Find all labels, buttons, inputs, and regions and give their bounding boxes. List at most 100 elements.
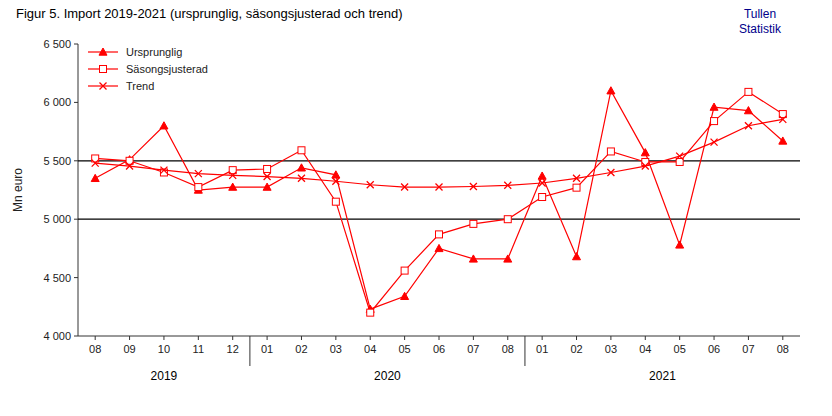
- data-point: [573, 175, 580, 182]
- x-tick-label: 08: [502, 343, 514, 355]
- x-tick: [679, 336, 680, 340]
- x-tick: [782, 336, 783, 340]
- y-tick-label: 4 000: [43, 330, 71, 342]
- data-point: [676, 158, 683, 165]
- data-point: [504, 216, 511, 223]
- x-tick: [542, 336, 543, 340]
- x-tick: [576, 336, 577, 340]
- data-point: [469, 255, 477, 262]
- data-point: [607, 148, 614, 155]
- data-point: [263, 183, 271, 190]
- data-point: [229, 183, 237, 190]
- watermark-line: Statistik: [739, 22, 782, 36]
- watermark: TullenStatistik: [739, 7, 782, 36]
- y-tick: [74, 102, 78, 103]
- group-separator: [524, 336, 525, 366]
- data-point: [332, 198, 339, 205]
- data-point: [676, 153, 683, 160]
- x-tick-label: 10: [158, 343, 170, 355]
- x-tick-label: 11: [193, 343, 204, 355]
- x-tick-label: 05: [398, 343, 410, 355]
- x-tick-label: 01: [261, 343, 273, 355]
- data-point: [436, 184, 443, 191]
- data-point: [401, 292, 409, 299]
- data-point: [160, 167, 167, 174]
- y-tick: [74, 336, 78, 337]
- y-axis-label: Mn euro: [11, 168, 25, 212]
- y-tick-label: 5 500: [43, 155, 71, 167]
- x-tick: [714, 336, 715, 340]
- axes: 4 0004 5005 0005 5006 0006 500Mn euro080…: [11, 38, 800, 383]
- group-label: 2019: [151, 369, 178, 383]
- x-tick-label: 07: [742, 343, 754, 355]
- x-tick: [404, 336, 405, 340]
- x-tick: [335, 336, 336, 340]
- group-separator: [249, 336, 250, 366]
- x-tick-label: 03: [330, 343, 342, 355]
- x-tick: [129, 336, 130, 340]
- x-tick: [198, 336, 199, 340]
- legend-marker: [100, 83, 107, 90]
- x-tick: [301, 336, 302, 340]
- data-point: [195, 170, 202, 177]
- x-tick-label: 06: [433, 343, 445, 355]
- data-point: [676, 241, 684, 248]
- data-point: [538, 172, 546, 179]
- data-point: [92, 160, 99, 167]
- data-point: [298, 175, 305, 182]
- x-tick-label: 05: [674, 343, 686, 355]
- y-tick: [74, 160, 78, 161]
- data-point: [470, 183, 477, 190]
- x-tick-label: 08: [89, 343, 101, 355]
- x-tick: [748, 336, 749, 340]
- data-point: [539, 179, 546, 186]
- data-point: [711, 139, 718, 146]
- data-point: [573, 253, 581, 260]
- group-label: 2021: [649, 369, 676, 383]
- series-line: [95, 92, 783, 313]
- data-point: [779, 137, 787, 144]
- data-point: [298, 147, 305, 154]
- data-point: [607, 87, 615, 94]
- data-point: [710, 103, 718, 110]
- x-tick-label: 12: [227, 343, 239, 355]
- legend-label: Ursprunglig: [126, 46, 182, 58]
- series: [92, 88, 787, 316]
- data-point: [745, 88, 752, 95]
- data-point: [297, 164, 305, 171]
- y-tick: [74, 44, 78, 45]
- data-point: [745, 122, 752, 129]
- x-tick-label: 08: [777, 343, 789, 355]
- data-point: [539, 194, 546, 201]
- chart: Figur 5. Import 2019-2021 (ursprunglig, …: [0, 0, 832, 416]
- data-point: [401, 267, 408, 274]
- reference-line: [78, 219, 800, 220]
- x-tick: [163, 336, 164, 340]
- x-tick-label: 07: [467, 343, 479, 355]
- title: Figur 5. Import 2019-2021 (ursprunglig, …: [16, 6, 403, 21]
- x-tick-label: 01: [536, 343, 548, 355]
- reference-line: [78, 160, 800, 161]
- x-tick: [439, 336, 440, 340]
- x-tick: [473, 336, 474, 340]
- y-tick: [74, 219, 78, 220]
- data-point: [264, 165, 271, 172]
- data-point: [504, 255, 512, 262]
- legend-marker: [100, 66, 107, 73]
- data-point: [779, 116, 786, 123]
- data-point: [504, 182, 511, 189]
- data-point: [607, 169, 614, 176]
- data-point: [470, 220, 477, 227]
- legend-label: Säsongsjusterad: [126, 63, 208, 75]
- data-point: [367, 309, 374, 316]
- y-axis-line: [78, 44, 79, 336]
- legend: UrsprungligSäsongsjusteradTrend: [88, 46, 208, 92]
- series: [91, 87, 787, 313]
- data-point: [711, 118, 718, 125]
- data-point: [160, 122, 168, 129]
- legend-marker: [99, 48, 107, 55]
- x-tick-label: 09: [123, 343, 135, 355]
- data-point: [573, 184, 580, 191]
- x-tick: [645, 336, 646, 340]
- x-tick: [232, 336, 233, 340]
